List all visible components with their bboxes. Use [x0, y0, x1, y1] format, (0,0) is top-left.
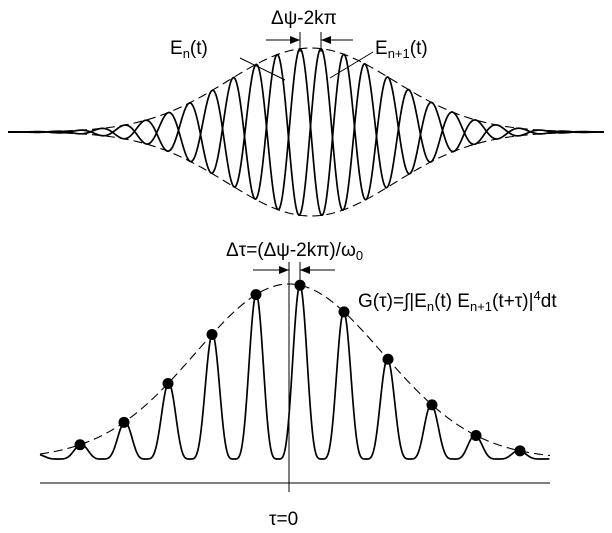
peak-dot	[294, 279, 306, 291]
envelope-lower	[7, 131, 605, 217]
pulse-n-wave	[7, 47, 604, 217]
pulse-n-label: En(t)	[170, 38, 208, 61]
bottom-panel: Δτ=(Δψ-2kπ)/ω0 G(τ)=∫|En(t) En+1(t+τ)|4d…	[39, 240, 557, 530]
delay-arrowhead-left	[279, 266, 289, 274]
pulse-n-leader	[239, 57, 286, 81]
peak-dot	[118, 416, 130, 428]
delay-arrowhead-right	[300, 266, 310, 274]
peak-dot	[74, 439, 86, 451]
top-panel: Δψ-2kπ En(t) En+1(t)	[7, 8, 605, 217]
shift-arrowhead-right	[321, 36, 331, 44]
pulse-n1-wave	[7, 47, 604, 217]
peak-dot	[514, 445, 526, 457]
peak-dot	[162, 377, 174, 389]
peak-dot	[382, 353, 394, 365]
peak-dot	[426, 399, 438, 411]
delay-label: Δτ=(Δψ-2kπ)/ω0	[226, 240, 363, 263]
shift-label: Δψ-2kπ	[271, 8, 337, 29]
correlation-formula: G(τ)=∫|En(t) En+1(t+τ)|4dt	[358, 288, 557, 314]
pulse-n1-label: En+1(t)	[375, 38, 428, 61]
fringe-peak-markers	[74, 279, 526, 457]
pulse-n1-leader	[329, 51, 374, 79]
peak-dot	[206, 328, 218, 340]
peak-dot	[250, 289, 262, 301]
peak-dot	[470, 429, 482, 441]
peak-dot	[338, 306, 350, 318]
envelope-upper	[7, 47, 605, 133]
shift-arrowhead-left	[290, 36, 300, 44]
zero-delay-label: τ=0	[269, 509, 298, 530]
